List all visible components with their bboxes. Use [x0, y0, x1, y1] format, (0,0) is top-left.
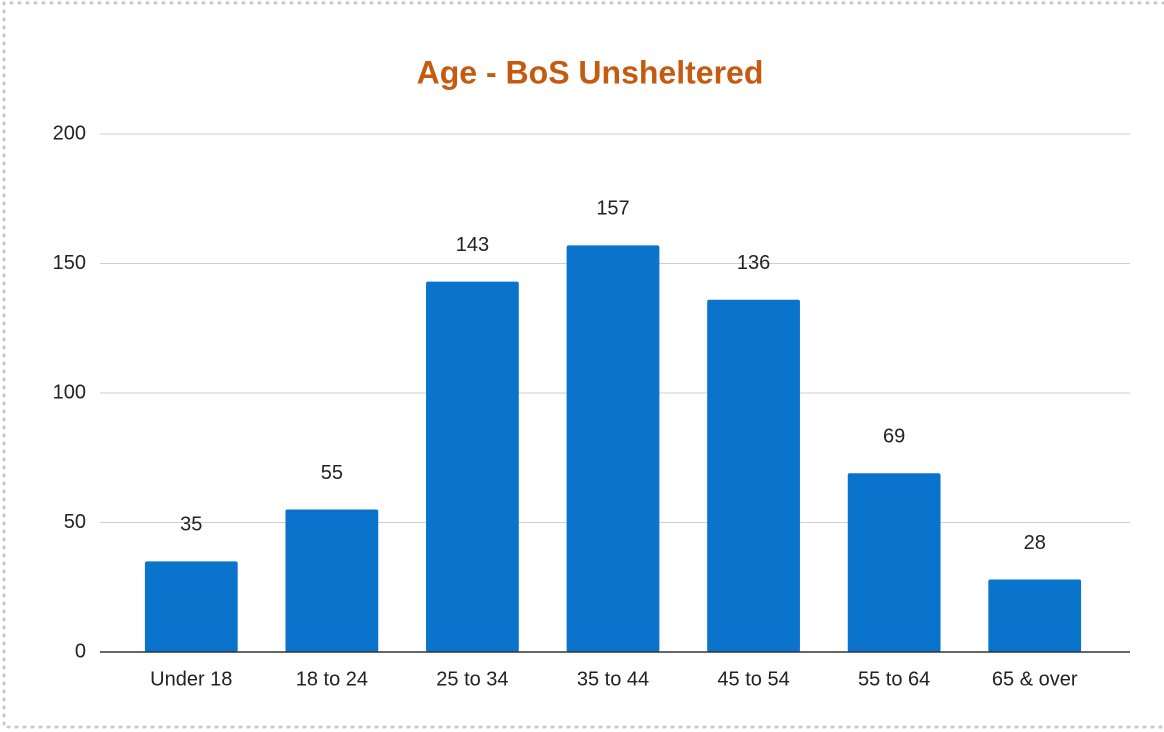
y-tick-label: 0: [75, 640, 86, 662]
data-label: 69: [883, 426, 905, 448]
data-label: 143: [456, 234, 489, 256]
y-tick-label: 150: [53, 252, 86, 274]
data-label: 28: [1024, 532, 1046, 554]
bar: [426, 281, 519, 652]
x-tick-label: Under 18: [150, 668, 232, 690]
x-tick-label: 45 to 54: [717, 668, 789, 690]
bar: [144, 561, 238, 652]
x-tick-label: 18 to 24: [296, 668, 368, 690]
data-label: 136: [737, 252, 770, 274]
bar: [847, 473, 941, 652]
x-tick-label: 25 to 34: [436, 668, 508, 690]
data-label: 35: [180, 514, 202, 536]
x-tick-label: 55 to 64: [858, 668, 930, 690]
y-tick-label: 100: [53, 381, 86, 403]
data-label: 157: [596, 198, 629, 220]
bar: [707, 299, 800, 652]
x-tick-label: 65 & over: [992, 668, 1078, 690]
y-tick-label: 50: [64, 511, 86, 533]
chart-title: Age - BoS Unsheltered: [417, 54, 764, 90]
data-label: 55: [321, 462, 343, 484]
y-tick-label: 200: [53, 122, 86, 144]
bar: [988, 579, 1082, 652]
bar: [566, 245, 660, 652]
bar: [285, 509, 379, 652]
x-tick-label: 35 to 44: [577, 668, 649, 690]
